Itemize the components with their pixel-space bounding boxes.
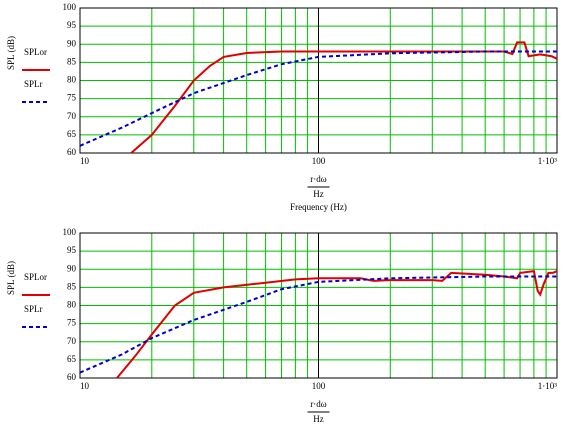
- y-tick-label: 100: [63, 227, 77, 237]
- y-tick-label: 80: [67, 300, 77, 310]
- y-tick-label: 75: [67, 93, 77, 103]
- x-tick-label: 10: [80, 381, 90, 391]
- y-tick-label: 75: [67, 318, 77, 328]
- x-label-numerator: r·dω: [310, 399, 326, 409]
- series-line: [116, 269, 557, 378]
- y-tick-label: 95: [67, 245, 77, 255]
- y-tick-label: 85: [67, 56, 77, 66]
- y-tick-label: 90: [67, 263, 77, 273]
- series-line: [80, 50, 557, 147]
- series-line: [80, 275, 557, 374]
- x-tick-label: 1·10³: [538, 156, 557, 166]
- legend-label: SPLr: [24, 79, 43, 89]
- series-line: [130, 41, 557, 153]
- y-tick-label: 85: [67, 281, 77, 291]
- y-tick-label: 95: [67, 20, 77, 30]
- x-label-numerator: r·dω: [310, 174, 326, 184]
- x-tick-label: 100: [312, 381, 326, 391]
- y-tick-label: 60: [67, 147, 77, 157]
- y-tick-label: 70: [67, 336, 77, 346]
- x-tick-label: 100: [312, 156, 326, 166]
- legend-label: SPLor: [24, 272, 47, 282]
- legend-label: SPLr: [24, 304, 43, 314]
- y-tick-label: 100: [63, 2, 77, 12]
- y-tick-label: 60: [67, 372, 77, 382]
- y-axis-label: SPL (dB): [6, 36, 16, 70]
- y-tick-label: 65: [67, 354, 77, 364]
- y-tick-label: 65: [67, 129, 77, 139]
- plot-frame: [79, 7, 558, 154]
- x-axis-label: Frequency (Hz): [290, 202, 347, 212]
- legend-label: SPLor: [24, 47, 47, 57]
- x-tick-label: 1·10³: [538, 381, 557, 391]
- y-tick-label: 80: [67, 75, 77, 85]
- y-tick-label: 90: [67, 38, 77, 48]
- y-axis-label: SPL (dB): [6, 261, 16, 295]
- y-tick-label: 70: [67, 111, 77, 121]
- plot-frame: [79, 232, 558, 379]
- x-label-denominator: Hz: [313, 414, 324, 424]
- x-tick-label: 10: [80, 156, 90, 166]
- x-label-denominator: Hz: [313, 189, 324, 199]
